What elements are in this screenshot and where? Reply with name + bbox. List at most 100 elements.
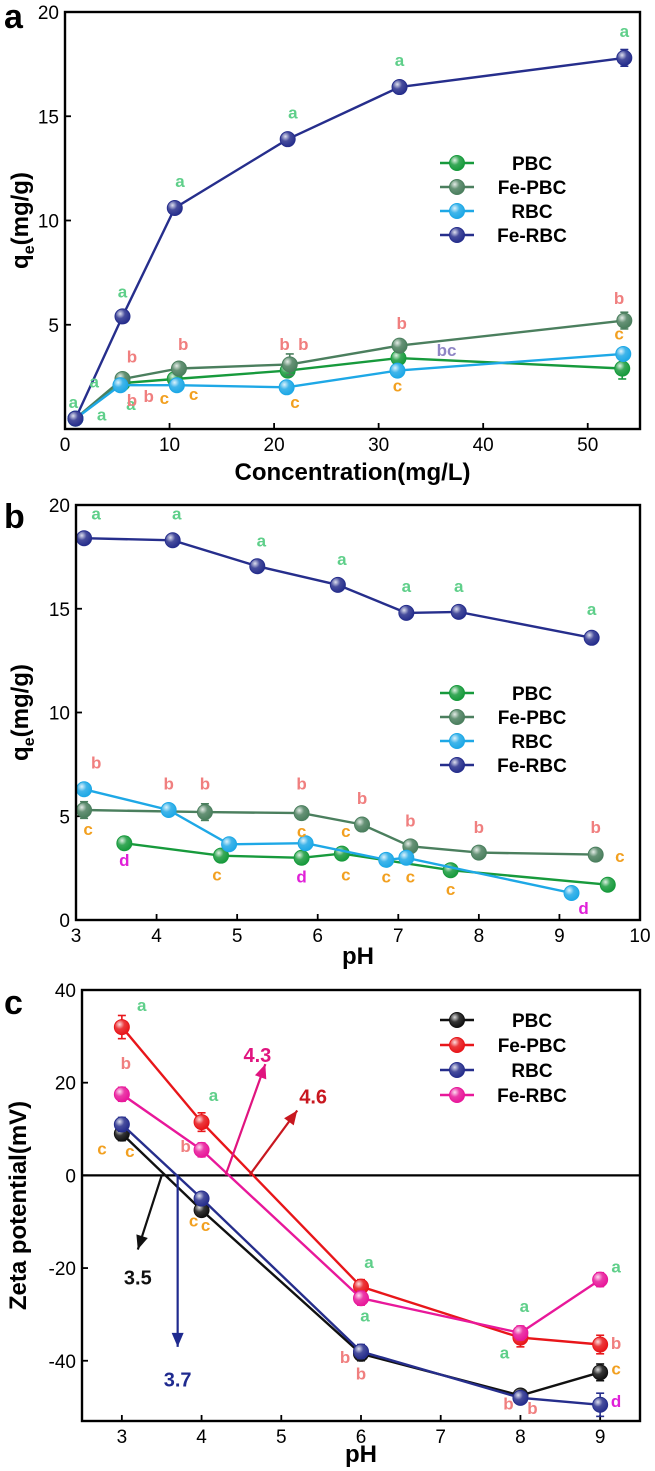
callout-arrow-head: [136, 1234, 148, 1250]
significance-letter: a: [91, 505, 101, 524]
x-tick-label: 8: [515, 1427, 526, 1448]
x-tick-label: 10: [629, 926, 650, 947]
data-point: [160, 802, 177, 819]
series-line-rbc: [83, 788, 572, 895]
data-point: [293, 805, 310, 822]
data-point: [592, 1271, 609, 1288]
series-line-pbc: [74, 356, 623, 420]
data-point: [353, 1343, 369, 1360]
callout-arrow-head: [284, 1110, 298, 1126]
legend-label-fe-rbc: Fe-RBC: [497, 226, 567, 247]
series-line-rbc: [74, 352, 624, 420]
series-rbc: [113, 1116, 609, 1418]
data-point: [450, 603, 467, 620]
significance-letter: a: [288, 103, 298, 122]
significance-letter: c: [341, 866, 350, 885]
series-fe-rbc: [76, 530, 600, 646]
y-axis-title-subscript: e: [21, 245, 38, 254]
y-tick-label: 10: [49, 704, 70, 725]
legend-marker-pbc: [449, 685, 465, 701]
significance-letter: b: [340, 1348, 350, 1367]
significance-letter: b: [298, 335, 308, 354]
data-point: [512, 1389, 529, 1406]
x-tick-label: 4: [151, 926, 162, 947]
x-tick-label: 0: [60, 435, 71, 456]
significance-letter: a: [611, 1258, 621, 1277]
y-tick-label: 15: [49, 600, 70, 621]
legend-marker-fe-rbc: [449, 757, 465, 773]
plot-frame: [80, 988, 642, 1423]
data-point: [599, 876, 616, 893]
data-point: [563, 885, 580, 902]
legend-label-pbc: PBC: [512, 1011, 552, 1032]
significance-letter: a: [520, 1297, 530, 1316]
significance-letter: c: [393, 376, 402, 395]
legend-label-rbc: RBC: [511, 202, 552, 223]
x-tick-label: 10: [159, 435, 180, 456]
significance-letter: b: [279, 335, 289, 354]
y-tick-label: -40: [49, 1352, 76, 1373]
legend-marker-fe-rbc: [449, 227, 465, 243]
significance-letter: a: [360, 1306, 370, 1325]
data-point: [278, 379, 295, 396]
significance-letter: b: [611, 1334, 621, 1353]
significance-letter: c: [189, 1211, 198, 1230]
y-tick-label: 15: [38, 107, 59, 128]
x-tick-label: 40: [473, 435, 494, 456]
legend-label-fe-rbc: Fe-RBC: [497, 1086, 567, 1107]
series-fe-pbc: [67, 311, 633, 427]
significance-letter: a: [126, 395, 136, 414]
significance-letter: c: [341, 822, 350, 841]
data-point: [587, 846, 604, 863]
y-tick-label: 0: [65, 1166, 76, 1187]
panel-a: a 0 10 20 30 40 50 5 10 15 20 Concentration(mg/L) qe…: [4, 0, 642, 486]
significance-letter: b: [178, 335, 188, 354]
x-tick-label: 3: [117, 1427, 128, 1448]
y-axis-title: Zeta potential(mV): [5, 1101, 32, 1310]
plot-frame: [74, 503, 642, 922]
legend-marker-rbc: [449, 733, 465, 749]
significance-letter: a: [97, 406, 107, 425]
y-axis-title-subscript: e: [21, 737, 38, 746]
data-point: [391, 337, 408, 354]
y-axis-title: qe(mg/g): [7, 172, 38, 269]
x-tick-label: 7: [393, 926, 404, 947]
data-point: [113, 1019, 130, 1036]
data-point: [616, 312, 633, 329]
series-line-fe-pbc: [74, 319, 625, 420]
significance-letter: b: [180, 1137, 190, 1156]
x-tick-label: 20: [264, 435, 285, 456]
legend-marker-rbc: [449, 1062, 465, 1078]
significance-letter: b: [357, 789, 367, 808]
data-point: [512, 1324, 529, 1341]
callout-label: 3.5: [124, 1267, 152, 1289]
significance-letter: c: [189, 385, 198, 404]
significance-letter: b: [396, 314, 406, 333]
significance-letter: b: [91, 754, 101, 773]
panel-letter: b: [4, 498, 25, 536]
callout-label: 4.6: [299, 1087, 327, 1109]
data-point: [164, 532, 181, 549]
x-tick-label: 5: [232, 926, 243, 947]
data-point: [615, 345, 632, 362]
x-tick-label: 4: [196, 1427, 207, 1448]
significance-letter: c: [297, 822, 306, 841]
significance-letter: c: [615, 847, 624, 866]
data-point: [592, 1364, 609, 1381]
significance-letter: c: [611, 1360, 620, 1379]
data-point: [193, 1141, 210, 1158]
series-rbc: [67, 345, 632, 427]
panel-letter: a: [4, 0, 24, 36]
significance-letter: a: [620, 22, 630, 41]
x-tick-label: 9: [554, 926, 565, 947]
significance-letter: a: [402, 577, 412, 596]
x-tick-label: 50: [577, 435, 598, 456]
legend-label-fe-pbc: Fe-PBC: [498, 708, 567, 729]
x-tick-label: 30: [368, 435, 389, 456]
panel-letter: c: [4, 984, 23, 1022]
data-point: [354, 816, 371, 833]
legend-label-fe-pbc: Fe-PBC: [498, 178, 567, 199]
data-point: [583, 629, 600, 646]
callout-arrow-line: [224, 1063, 267, 1176]
x-tick-label: 8: [474, 926, 485, 947]
